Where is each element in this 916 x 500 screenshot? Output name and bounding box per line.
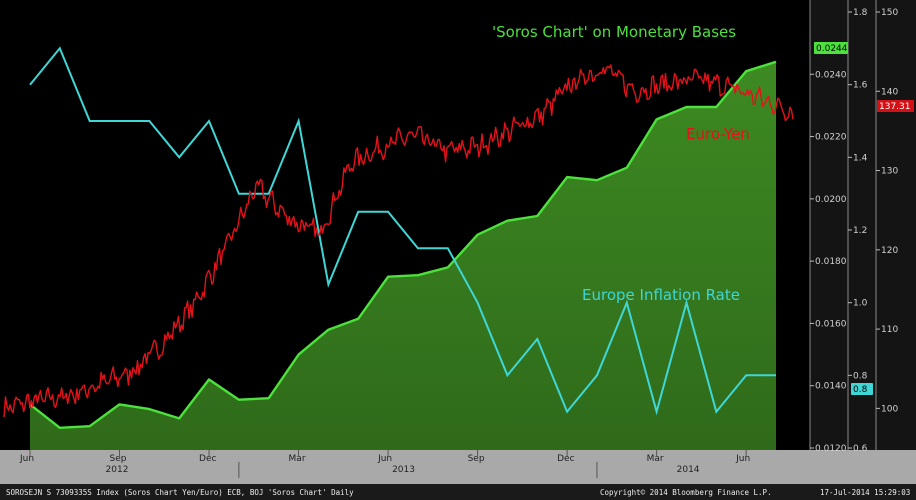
monetary-base-badge: 0.0244 xyxy=(816,44,848,54)
x-axis-band xyxy=(0,450,916,484)
tick-label-inflation: 0.8 xyxy=(853,371,868,381)
inflation-badge: 0.8 xyxy=(853,385,868,395)
footer-copyright: Copyright© 2014 Bloomberg Finance L.P. xyxy=(600,488,772,497)
label-layer: 'Soros Chart' on Monetary Bases Euro-Yen E… xyxy=(492,23,750,304)
x-tick-label: Sep xyxy=(110,454,127,464)
x-tick-label: Jun xyxy=(735,454,750,464)
tick-label-inflation: 1.6 xyxy=(853,81,868,91)
tick-label-monetary: 0.0140 xyxy=(815,382,847,392)
x-tick-label: Mar xyxy=(289,454,306,464)
tick-label-euro-yen: 140 xyxy=(881,87,898,97)
x-tick-label: Sep xyxy=(468,454,485,464)
inflation-line xyxy=(29,46,776,416)
tick-label-euro-yen: 120 xyxy=(881,246,898,256)
axis-layer: 0.0120 0.0140 0.0160 0.0180 0.0200 0.0220 0.02… xyxy=(809,0,898,454)
tick-label-inflation: 1.8 xyxy=(853,8,868,18)
inflation-badge-bg xyxy=(851,383,873,395)
monetary-base-badge-bg xyxy=(814,42,848,54)
tick-label-monetary: 0.0220 xyxy=(815,133,847,143)
tick-label-euro-yen: 130 xyxy=(881,167,898,177)
monetary-base-area xyxy=(30,61,776,451)
badge-layer: 0.0244 0.8 137.31 xyxy=(814,42,914,395)
x-tick-label: Dec xyxy=(557,454,574,464)
chart-title: 'Soros Chart' on Monetary Bases xyxy=(492,23,736,41)
x-axis-layer: Jun Sep Dec Mar Jun Sep Dec Mar Jun 2012 2013 2014 xyxy=(19,450,750,478)
tick-label-monetary: 0.0160 xyxy=(815,319,847,329)
inflation-layer xyxy=(29,46,777,416)
monetary-base-layer xyxy=(29,60,777,451)
tick-label-inflation: 1.4 xyxy=(853,153,868,163)
axis-panel xyxy=(810,0,916,500)
tick-label-monetary: 0.0240 xyxy=(815,70,847,80)
euro-yen-line xyxy=(3,64,794,418)
footer-band xyxy=(0,484,916,500)
euro-yen-label: Euro-Yen xyxy=(686,125,750,143)
x-year-label: 2014 xyxy=(677,465,700,475)
tick-label-euro-yen: 150 xyxy=(881,8,898,18)
x-year-label: 2013 xyxy=(392,465,415,475)
tick-label-inflation: 1.2 xyxy=(853,226,867,236)
euro-yen-badge-bg xyxy=(877,100,914,112)
x-tick-label: Dec xyxy=(199,454,216,464)
euro-yen-badge: 137.31 xyxy=(879,102,911,112)
tick-label-monetary: 0.0120 xyxy=(815,444,847,454)
x-tick-label: Jun xyxy=(377,454,392,464)
footer-timestamp: 17-Jul-2014 15:29:03 xyxy=(820,488,910,497)
inflation-label: Europe Inflation Rate xyxy=(582,286,740,304)
x-tick-label: Jun xyxy=(19,454,34,464)
footer-source: SOROSEJN S 7309335S Index (Soros Chart Y… xyxy=(6,488,354,497)
x-tick-label: Mar xyxy=(647,454,664,464)
monetary-base-line xyxy=(29,60,777,429)
x-year-label: 2012 xyxy=(106,465,129,475)
tick-label-monetary: 0.0180 xyxy=(815,257,847,267)
tick-label-inflation: 0.6 xyxy=(853,444,868,454)
tick-label-monetary: 0.0200 xyxy=(815,195,847,205)
tick-label-inflation: 1.0 xyxy=(853,299,868,309)
tick-label-euro-yen: 110 xyxy=(881,325,898,335)
euro-yen-layer xyxy=(3,64,794,418)
tick-label-euro-yen: 100 xyxy=(881,404,898,414)
